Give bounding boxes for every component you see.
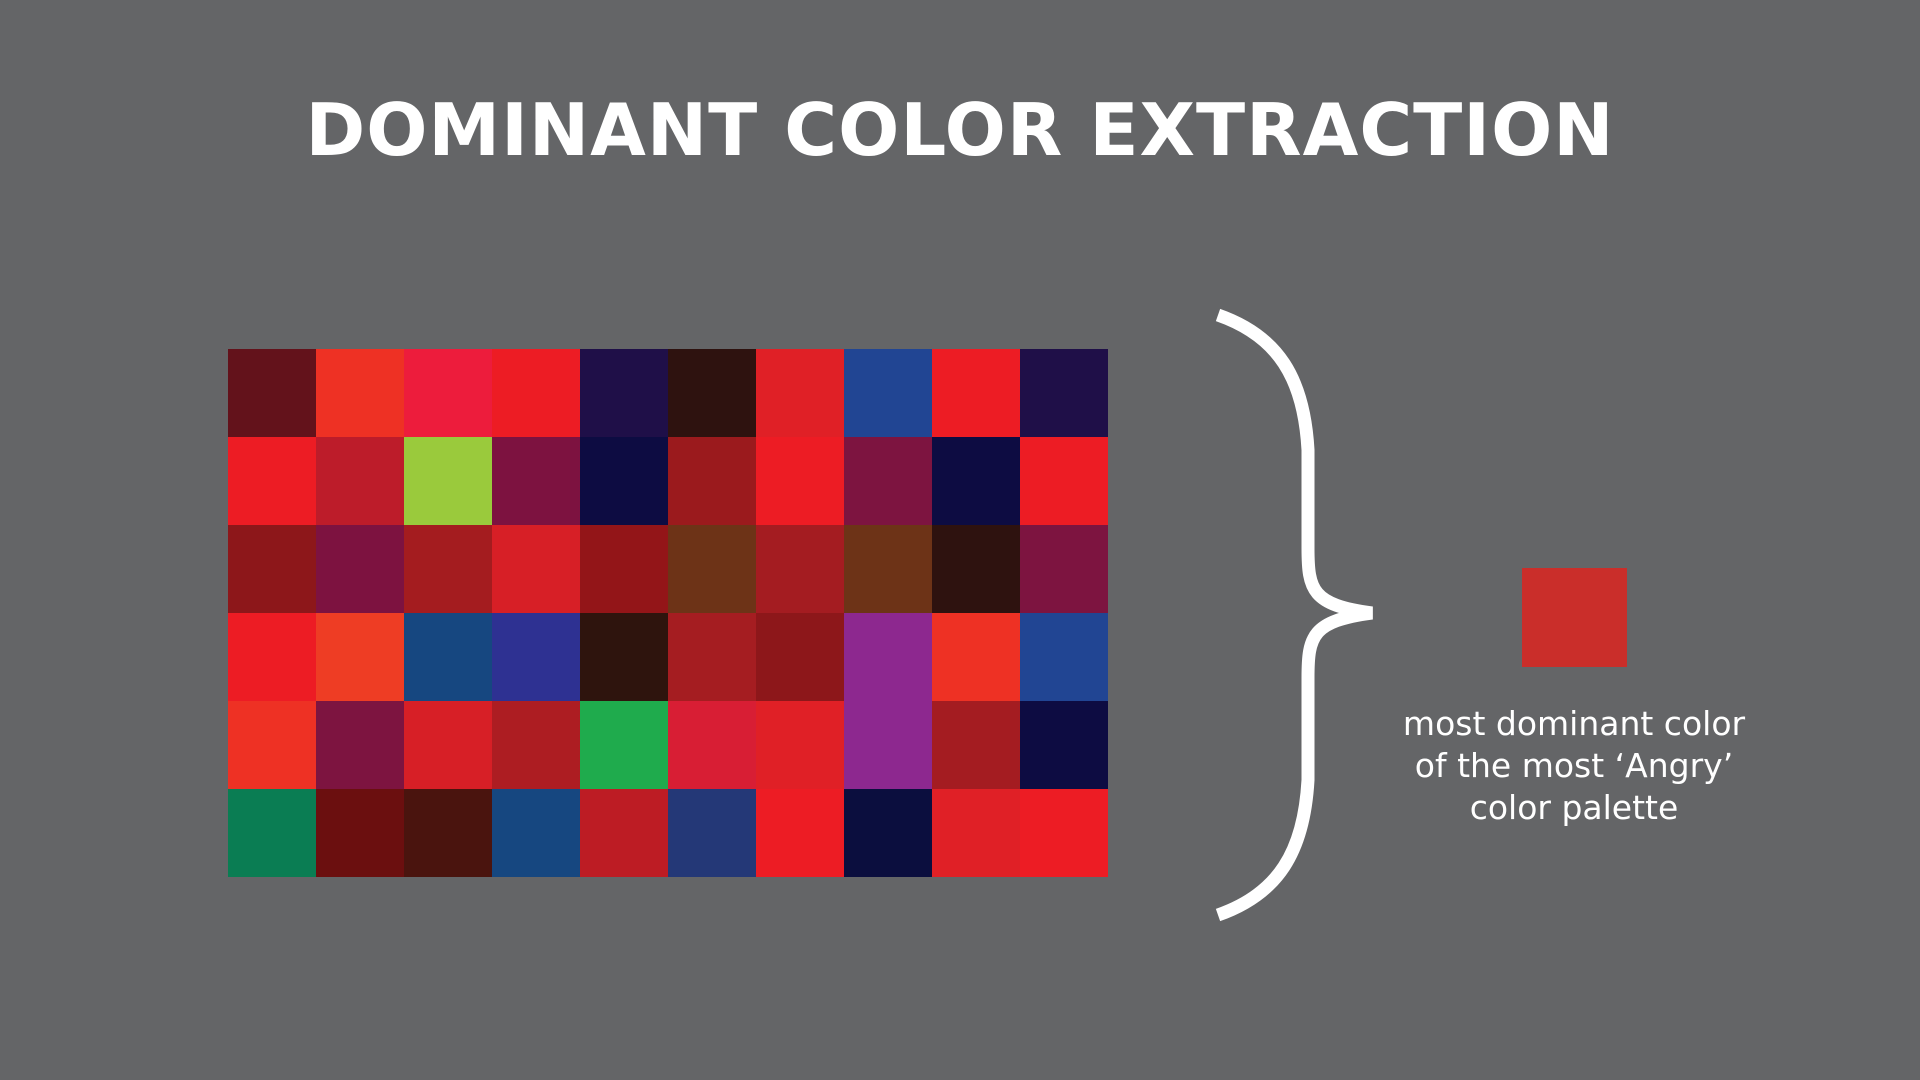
palette-swatch	[404, 349, 492, 437]
palette-swatch	[932, 701, 1020, 789]
palette-swatch	[668, 525, 756, 613]
palette-swatch	[668, 613, 756, 701]
palette-swatch	[228, 349, 316, 437]
palette-swatch	[932, 613, 1020, 701]
palette-swatch	[1020, 613, 1108, 701]
palette-swatch	[316, 525, 404, 613]
dominant-color-swatch	[1522, 568, 1627, 667]
palette-swatch	[668, 437, 756, 525]
palette-swatch	[316, 789, 404, 877]
palette-swatch	[932, 789, 1020, 877]
palette-swatch	[316, 701, 404, 789]
palette-swatch	[580, 701, 668, 789]
curly-brace-icon	[1215, 308, 1373, 922]
color-palette-grid	[228, 349, 1108, 877]
caption-line-3: color palette	[1469, 788, 1679, 827]
caption-line-1: most dominant color	[1402, 704, 1746, 743]
palette-swatch	[492, 701, 580, 789]
palette-swatch	[492, 437, 580, 525]
palette-swatch	[844, 349, 932, 437]
palette-swatch	[580, 349, 668, 437]
palette-swatch	[668, 349, 756, 437]
palette-swatch	[932, 349, 1020, 437]
palette-swatch	[668, 701, 756, 789]
palette-swatch	[228, 613, 316, 701]
palette-swatch	[316, 349, 404, 437]
palette-swatch	[756, 437, 844, 525]
palette-swatch	[492, 613, 580, 701]
palette-swatch	[316, 613, 404, 701]
palette-swatch	[844, 789, 932, 877]
palette-swatch	[228, 437, 316, 525]
palette-swatch	[492, 789, 580, 877]
brace-path	[1215, 308, 1373, 922]
palette-swatch	[404, 701, 492, 789]
palette-swatch	[1020, 525, 1108, 613]
caption: most dominant color of the most ‘Angry’ …	[1374, 703, 1774, 829]
palette-swatch	[756, 349, 844, 437]
palette-swatch	[932, 437, 1020, 525]
caption-line-2: of the most ‘Angry’	[1414, 746, 1734, 785]
palette-swatch	[756, 525, 844, 613]
palette-swatch	[580, 437, 668, 525]
palette-swatch	[1020, 349, 1108, 437]
palette-swatch	[844, 613, 932, 701]
palette-swatch	[844, 437, 932, 525]
palette-swatch	[756, 701, 844, 789]
palette-swatch	[580, 789, 668, 877]
palette-swatch	[228, 701, 316, 789]
palette-swatch	[1020, 437, 1108, 525]
palette-swatch	[316, 437, 404, 525]
palette-swatch	[404, 789, 492, 877]
palette-swatch	[580, 525, 668, 613]
palette-swatch	[404, 437, 492, 525]
palette-swatch	[580, 613, 668, 701]
palette-swatch	[756, 613, 844, 701]
palette-swatch	[668, 789, 756, 877]
palette-swatch	[844, 701, 932, 789]
palette-swatch	[1020, 789, 1108, 877]
palette-swatch	[404, 525, 492, 613]
palette-swatch	[932, 525, 1020, 613]
palette-swatch	[1020, 701, 1108, 789]
palette-swatch	[756, 789, 844, 877]
palette-swatch	[492, 525, 580, 613]
palette-swatch	[228, 789, 316, 877]
palette-swatch	[492, 349, 580, 437]
palette-swatch	[228, 525, 316, 613]
palette-swatch	[844, 525, 932, 613]
palette-swatch	[404, 613, 492, 701]
slide-title: DOMINANT COLOR EXTRACTION	[305, 88, 1615, 172]
